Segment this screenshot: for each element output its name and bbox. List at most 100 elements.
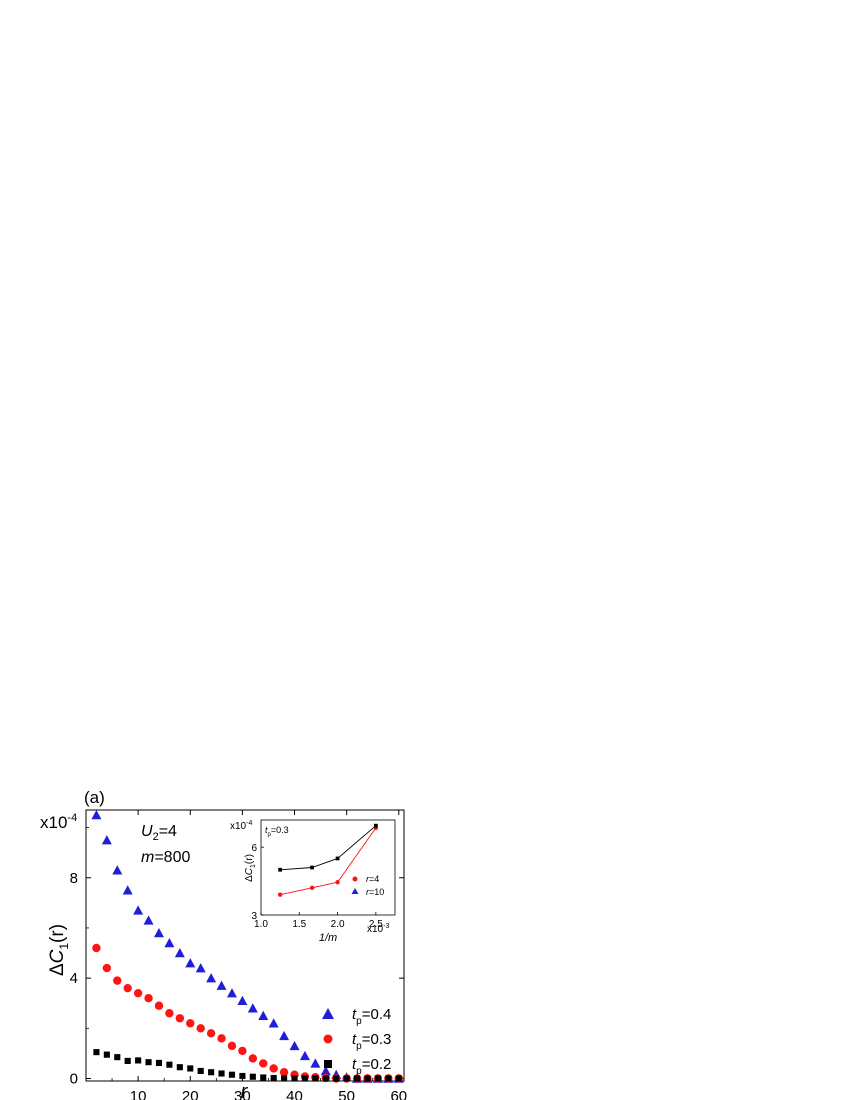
inset-data-point (373, 823, 378, 828)
data-point (187, 1065, 194, 1072)
inset-y-multiplier-exp: -4 (246, 820, 252, 827)
main-x-tick-label: 40 (286, 1088, 303, 1100)
data-point (165, 1009, 174, 1018)
data-point (175, 1014, 185, 1023)
inset-x-multiplier: x10-3 (367, 923, 389, 935)
legend-marker-triangle (322, 1008, 334, 1019)
inset-plot-frame (260, 819, 396, 916)
data-point (259, 1059, 268, 1068)
annotation-m-value: =800 (154, 849, 190, 866)
inset-x-tick-label: 1.0 (254, 919, 268, 930)
data-point (310, 1058, 321, 1068)
data-point (312, 1075, 319, 1082)
data-point (301, 1075, 309, 1082)
annotation-m-letter: m (141, 849, 154, 866)
legend-label-tp04: tp=0.4 (352, 1006, 391, 1027)
main-y-tick-label: 8 (70, 870, 78, 887)
data-point (258, 1010, 269, 1021)
legend-label-tp03: tp=0.3 (352, 1031, 391, 1052)
main-ylabel-arg: (r) (47, 924, 68, 943)
inset-y-multiplier-base: x10 (230, 821, 247, 832)
inset-legend-label-r4: r=4 (366, 874, 379, 884)
data-point (197, 1067, 204, 1075)
legend-tp02-sub: p (356, 1066, 362, 1077)
inset-ylabel-sub: 1 (250, 864, 257, 868)
legend-tp04-sub: p (356, 1016, 362, 1027)
data-point (135, 1057, 142, 1064)
data-point (166, 1061, 173, 1068)
inset-y-tick-label: 6 (251, 843, 257, 854)
inset-legend-marker-circle (352, 876, 358, 882)
inset-x-tick-label: 2.0 (331, 919, 345, 930)
data-point (333, 1075, 340, 1082)
data-point (270, 1074, 277, 1082)
inset-data-point (309, 885, 315, 891)
inset-series-line (280, 827, 377, 896)
data-point (91, 810, 102, 820)
inset-y-tick-label: 3 (251, 911, 257, 922)
inset-tp-t: t (265, 825, 268, 835)
main-data-marks (91, 810, 404, 1083)
main-legend: tp=0.4 tp=0.3 tp=0.2 (322, 1006, 391, 1077)
annotation-u2-sub: 2 (153, 831, 159, 843)
data-point (237, 995, 248, 1005)
annotation-u2-value: =4 (159, 823, 177, 840)
data-point (299, 1050, 310, 1061)
data-point (354, 1075, 361, 1082)
data-point (322, 1075, 329, 1082)
inset-x-axis-label: 1/m (319, 932, 337, 944)
main-ylabel-c: C (47, 949, 68, 963)
data-point (122, 885, 133, 895)
data-point (206, 1029, 216, 1038)
data-point (395, 1075, 402, 1082)
data-point (228, 1071, 236, 1078)
data-point (208, 1069, 215, 1076)
data-point (218, 1070, 225, 1077)
annotation-u2: U2=4 (141, 823, 177, 843)
main-ylabel-delta: Δ (47, 963, 68, 976)
legend-label-tp02: tp=0.2 (352, 1056, 391, 1077)
main-y-tick-label: 4 (70, 970, 78, 987)
data-point (143, 915, 154, 925)
data-point (268, 1018, 279, 1028)
inset-annotation-tp: tp=0.3 (265, 825, 289, 838)
main-y-multiplier-exp: -4 (67, 812, 77, 824)
data-point (154, 1001, 164, 1010)
inset-legend-label-r10: r=10 (366, 887, 384, 897)
data-point (374, 1075, 381, 1082)
inset-legend: r=4 r=10 (351, 874, 384, 897)
main-ylabel-sub: 1 (57, 943, 71, 950)
inset-ylabel-delta: Δ (244, 875, 255, 882)
data-point (176, 1064, 183, 1071)
inset-x-tick-label: 1.5 (292, 919, 306, 930)
data-point (112, 865, 123, 875)
inset-ticks: 1.0 1.5 2.0 2.5 3 6 (251, 843, 383, 930)
data-point (114, 1054, 121, 1061)
inset-tp-sub: p (268, 832, 272, 838)
legend-tp02-val: =0.2 (362, 1056, 392, 1073)
data-point (269, 1064, 278, 1073)
inset-y-axis-label: ΔC1(r) (244, 854, 257, 882)
data-point (113, 976, 122, 985)
data-point (249, 1073, 256, 1080)
main-x-tick-label: 10 (130, 1088, 147, 1100)
legend-tp04-val: =0.4 (362, 1006, 392, 1023)
inset-legend-r4-val: =4 (369, 874, 379, 884)
data-point (123, 983, 132, 993)
main-y-multiplier-base: x10 (40, 813, 67, 832)
data-point (101, 835, 112, 845)
inset-data-point (335, 880, 340, 885)
data-point (216, 980, 227, 990)
data-point (133, 988, 143, 998)
inset-ylabel-arg: (r) (244, 854, 255, 864)
main-plot-frame (85, 809, 405, 1082)
inset-data-point (310, 865, 314, 870)
legend-tp02-t: t (352, 1056, 357, 1073)
data-point (217, 1034, 226, 1043)
data-point (124, 1057, 131, 1064)
data-point (279, 1030, 290, 1041)
legend-tp03-t: t (352, 1031, 357, 1048)
inset-series-line (280, 825, 377, 871)
inset-legend-r10-r: r (366, 887, 370, 897)
